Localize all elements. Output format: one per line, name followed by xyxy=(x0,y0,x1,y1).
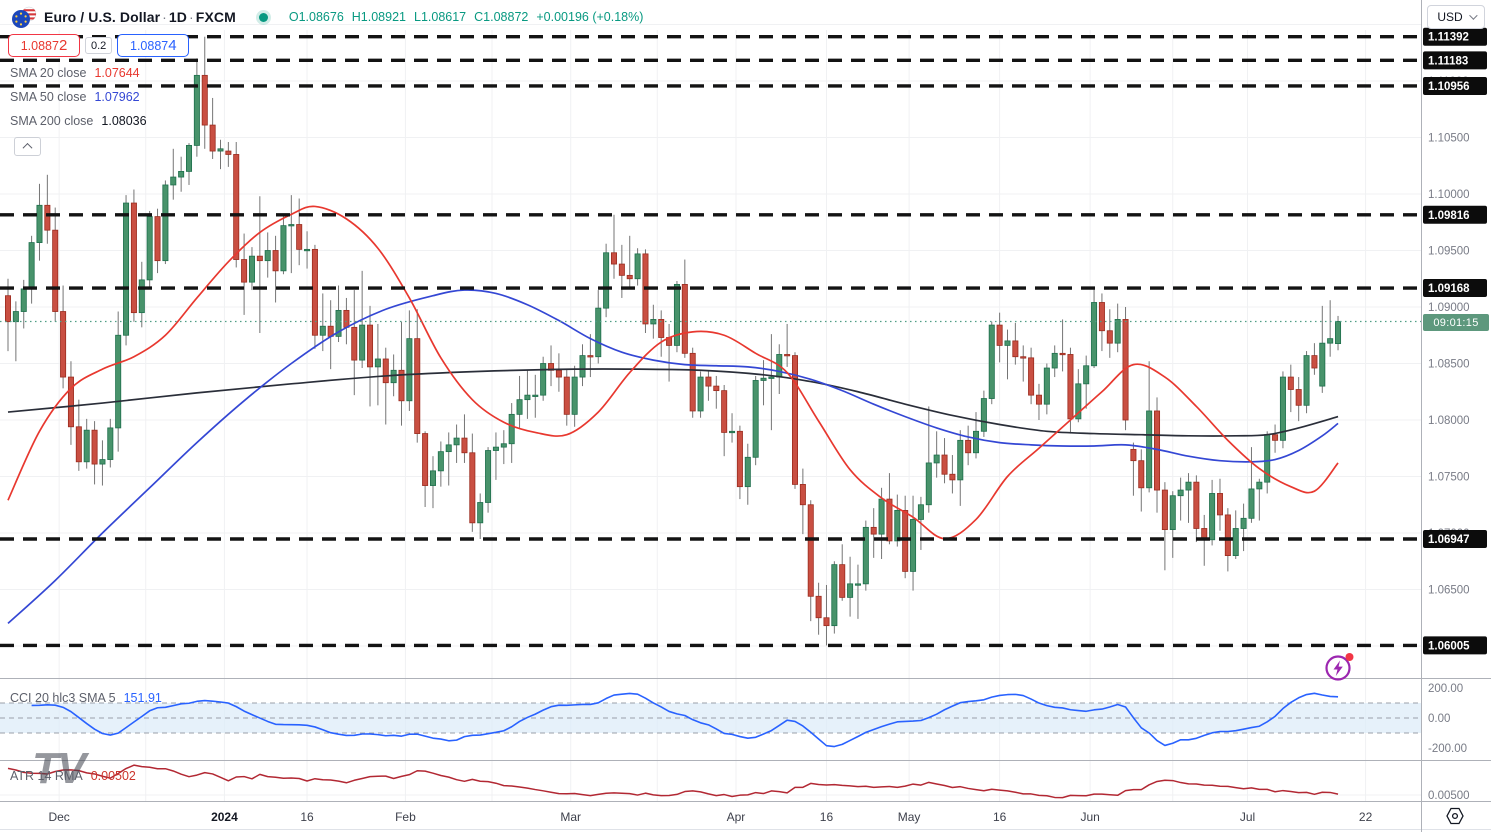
svg-text:-200.00: -200.00 xyxy=(1428,743,1467,755)
ohlc-low: L1.08617 xyxy=(414,10,467,24)
legend-cci[interactable]: CCI 20 hlc3 SMA 5 151.91 xyxy=(10,691,162,705)
symbol-title[interactable]: Euro / U.S. Dollar · 1D · FXCM xyxy=(44,9,236,25)
svg-text:Dec: Dec xyxy=(48,810,69,824)
svg-text:1.07500: 1.07500 xyxy=(1428,472,1470,484)
legend-sma20[interactable]: SMA 20 close 1.07644 xyxy=(10,66,140,80)
svg-text:1.10000: 1.10000 xyxy=(1428,189,1470,201)
svg-text:16: 16 xyxy=(820,810,834,824)
svg-text:22: 22 xyxy=(1359,810,1373,824)
legend-sma200[interactable]: SMA 200 close 1.08036 xyxy=(10,114,147,128)
svg-text:1.09000: 1.09000 xyxy=(1428,302,1470,314)
sma20-value: 1.07644 xyxy=(94,66,140,80)
buy-button[interactable]: 1.0887 4 xyxy=(117,34,190,57)
sma200-value: 1.08036 xyxy=(101,114,147,128)
interval-label: 1D xyxy=(168,9,188,25)
svg-text:1.10500: 1.10500 xyxy=(1428,133,1470,145)
svg-text:1.11392: 1.11392 xyxy=(1428,32,1469,44)
sma50-value: 1.07962 xyxy=(94,90,140,104)
svg-text:1.11183: 1.11183 xyxy=(1428,55,1468,67)
lightning-icon[interactable] xyxy=(1322,651,1358,685)
svg-text:200.00: 200.00 xyxy=(1428,683,1463,695)
chevron-down-icon xyxy=(1468,11,1478,20)
notification-dot xyxy=(1345,653,1354,661)
ohlc-readout: O1.08676 H1.08921 L1.08617 C1.08872 +0.0… xyxy=(289,10,644,24)
symbol-header: Euro / U.S. Dollar · 1D · FXCM O1.08676 H1.0… xyxy=(10,5,643,29)
bar-countdown-timer: 09:01:15 xyxy=(1423,314,1489,331)
svg-text:Mar: Mar xyxy=(560,810,581,824)
trade-panel: 1.0887 2 0.2 1.0887 4 xyxy=(8,34,190,57)
svg-text:1.06500: 1.06500 xyxy=(1428,585,1470,597)
svg-text:Jul: Jul xyxy=(1240,810,1255,824)
atr-value: 0.00502 xyxy=(90,769,136,783)
svg-text:1.08000: 1.08000 xyxy=(1428,415,1470,427)
svg-text:Feb: Feb xyxy=(395,810,416,824)
svg-text:May: May xyxy=(898,810,921,824)
svg-text:0.00500: 0.00500 xyxy=(1428,790,1470,802)
svg-text:Jun: Jun xyxy=(1080,810,1099,824)
tradingview-watermark-logo: TV xyxy=(32,744,86,793)
svg-text:16: 16 xyxy=(993,810,1007,824)
collapse-legend-button[interactable] xyxy=(14,137,41,156)
price-axis[interactable] xyxy=(1421,0,1491,832)
svg-text:16: 16 xyxy=(300,810,314,824)
spread-badge: 0.2 xyxy=(85,37,113,54)
sell-button[interactable]: 1.0887 2 xyxy=(8,34,80,57)
eurusd-pair-icon xyxy=(12,6,37,28)
svg-text:Apr: Apr xyxy=(727,810,746,824)
ohlc-close: C1.08872 xyxy=(474,10,529,24)
ohlc-open: O1.08676 xyxy=(288,10,344,24)
svg-text:1.08500: 1.08500 xyxy=(1428,359,1470,371)
chevron-up-icon xyxy=(22,142,33,153)
ohlc-high: H1.08921 xyxy=(351,10,406,24)
svg-text:0.00: 0.00 xyxy=(1428,713,1450,725)
svg-text:1.10956: 1.10956 xyxy=(1428,81,1470,93)
currency-unit-dropdown[interactable]: USD xyxy=(1427,5,1485,29)
svg-text:2024: 2024 xyxy=(211,810,238,824)
legend-sma50[interactable]: SMA 50 close 1.07962 xyxy=(10,90,140,104)
svg-text:1.06947: 1.06947 xyxy=(1428,534,1470,546)
pane-settings-hexagon-icon[interactable] xyxy=(1444,806,1466,826)
exchange-label: FXCM xyxy=(195,9,236,25)
legend-atr[interactable]: ATR 14 RMA 0.00502 xyxy=(10,769,136,783)
ohlc-change: +0.00196 (+0.18%) xyxy=(536,10,644,24)
market-open-dot-icon[interactable] xyxy=(258,12,268,22)
svg-text:1.09816: 1.09816 xyxy=(1428,210,1470,222)
cci-value: 151.91 xyxy=(123,691,162,705)
svg-text:1.06005: 1.06005 xyxy=(1428,640,1470,652)
svg-text:1.09500: 1.09500 xyxy=(1428,246,1470,258)
svg-text:1.09168: 1.09168 xyxy=(1428,283,1470,295)
time-axis[interactable] xyxy=(0,803,1421,831)
